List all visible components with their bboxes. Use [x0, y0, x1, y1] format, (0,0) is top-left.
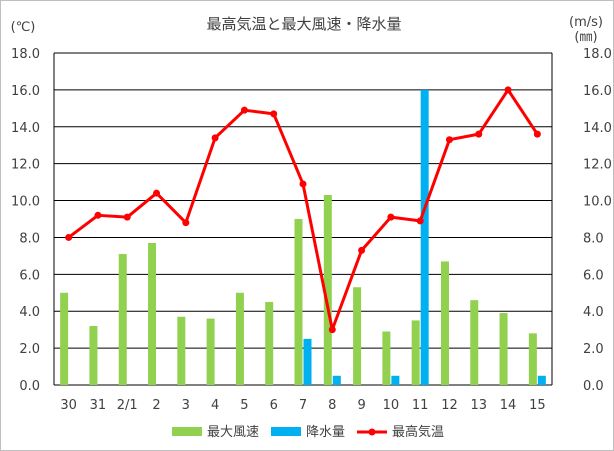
- temperature-line: [67, 88, 539, 332]
- temperature-point: [153, 189, 161, 197]
- bar-rain: [332, 375, 341, 385]
- bar-rain: [420, 89, 429, 385]
- x-tick-label: 30: [60, 398, 77, 413]
- temperature-point: [270, 110, 278, 118]
- bar-wind: [470, 300, 479, 385]
- bar-wind: [60, 292, 69, 385]
- x-tick-label: 9: [357, 398, 365, 413]
- bar-wind: [382, 331, 391, 385]
- left-tick-label: 6.0: [19, 268, 40, 283]
- left-tick-label: 0.0: [19, 379, 40, 394]
- temperature-point: [475, 130, 483, 138]
- right-tick-label: 2.0: [583, 342, 604, 357]
- x-tick-label: 14: [500, 398, 517, 413]
- temperature-point: [299, 180, 307, 188]
- bar-rain: [303, 338, 312, 385]
- left-tick-label: 16.0: [11, 84, 40, 99]
- bar-rain: [391, 375, 400, 385]
- bar-wind: [294, 219, 303, 385]
- bar-wind: [177, 316, 186, 385]
- left-tick-label: 18.0: [11, 47, 40, 62]
- temperature-point: [504, 86, 512, 94]
- left-tick-label: 4.0: [19, 305, 40, 320]
- temperature-point: [182, 219, 190, 227]
- bar-wind: [118, 254, 127, 385]
- left-axis-unit: (℃): [11, 20, 36, 35]
- x-tick-label: 3: [182, 398, 190, 413]
- left-tick-label: 12.0: [11, 158, 40, 173]
- temperature-point: [240, 106, 248, 114]
- axis-labels: 0.0 0.0 2.0 2.0 4.0 4.0 6.0 6.0 8.0 8.0 10.0 10.0 12…: [11, 47, 612, 413]
- bar-wind: [323, 195, 332, 385]
- right-tick-label: 10.0: [583, 195, 612, 210]
- temperature-point: [533, 130, 541, 138]
- left-tick-label: 2.0: [19, 342, 40, 357]
- legend-label-temp: 最高気温: [392, 424, 444, 440]
- right-tick-label: 18.0: [583, 47, 612, 62]
- right-axis-unit-line1: (m/s): [569, 15, 603, 30]
- bar-marks: [60, 89, 546, 385]
- temperature-point: [358, 246, 366, 254]
- bar-wind: [353, 287, 362, 385]
- x-tick-label: 2/1: [117, 398, 138, 413]
- bar-wind: [528, 333, 537, 385]
- right-tick-label: 4.0: [583, 305, 604, 320]
- x-tick-label: 2: [152, 398, 160, 413]
- gridlines: [53, 52, 553, 386]
- bar-wind: [499, 313, 508, 385]
- right-tick-label: 8.0: [583, 231, 604, 246]
- legend-label-rain: 降水量: [306, 425, 345, 440]
- x-tick-label: 15: [529, 398, 546, 413]
- left-tick-label: 10.0: [11, 195, 40, 210]
- right-tick-label: 14.0: [583, 121, 612, 136]
- right-tick-label: 6.0: [583, 268, 604, 283]
- bar-wind: [235, 292, 244, 385]
- right-tick-label: 0.0: [583, 379, 604, 394]
- temperature-point: [328, 326, 336, 334]
- legend-swatch-rain: [271, 427, 301, 436]
- bar-wind: [440, 261, 449, 385]
- legend-swatch-wind: [172, 427, 202, 436]
- right-axis-unit-line2: (㎜): [574, 30, 597, 45]
- line-marks: [65, 86, 541, 334]
- right-tick-label: 12.0: [583, 158, 612, 173]
- temperature-point: [94, 211, 102, 219]
- bar-wind: [89, 325, 98, 385]
- legend-swatch-temp-marker: [368, 428, 376, 436]
- x-tick-label: 7: [299, 398, 307, 413]
- right-tick-label: 16.0: [583, 84, 612, 99]
- x-tick-label: 11: [412, 398, 429, 413]
- x-tick-label: 13: [470, 398, 487, 413]
- left-tick-label: 8.0: [19, 231, 40, 246]
- temperature-point: [123, 213, 131, 221]
- x-tick-label: 5: [240, 398, 248, 413]
- x-tick-label: 8: [328, 398, 336, 413]
- temperature-point: [416, 217, 424, 225]
- bar-wind: [148, 242, 157, 385]
- bar-wind: [411, 320, 420, 385]
- legend-label-wind: 最大風速: [207, 425, 259, 440]
- left-tick-label: 14.0: [11, 121, 40, 136]
- bar-wind: [265, 302, 274, 385]
- temperature-point: [387, 213, 395, 221]
- x-tick-label: 4: [211, 398, 219, 413]
- x-tick-label: 10: [383, 398, 400, 413]
- bar-wind: [206, 318, 215, 385]
- temperature-point: [65, 233, 73, 241]
- bar-rain: [537, 375, 546, 385]
- x-tick-label: 12: [441, 398, 458, 413]
- x-tick-label: 6: [270, 398, 278, 413]
- temperature-point: [211, 134, 219, 142]
- temperature-point: [445, 136, 453, 144]
- legend: 最大風速 降水量 最高気温: [172, 424, 444, 440]
- x-tick-label: 31: [90, 398, 107, 413]
- chart-title: 最高気温と最大風速・降水量: [206, 15, 401, 33]
